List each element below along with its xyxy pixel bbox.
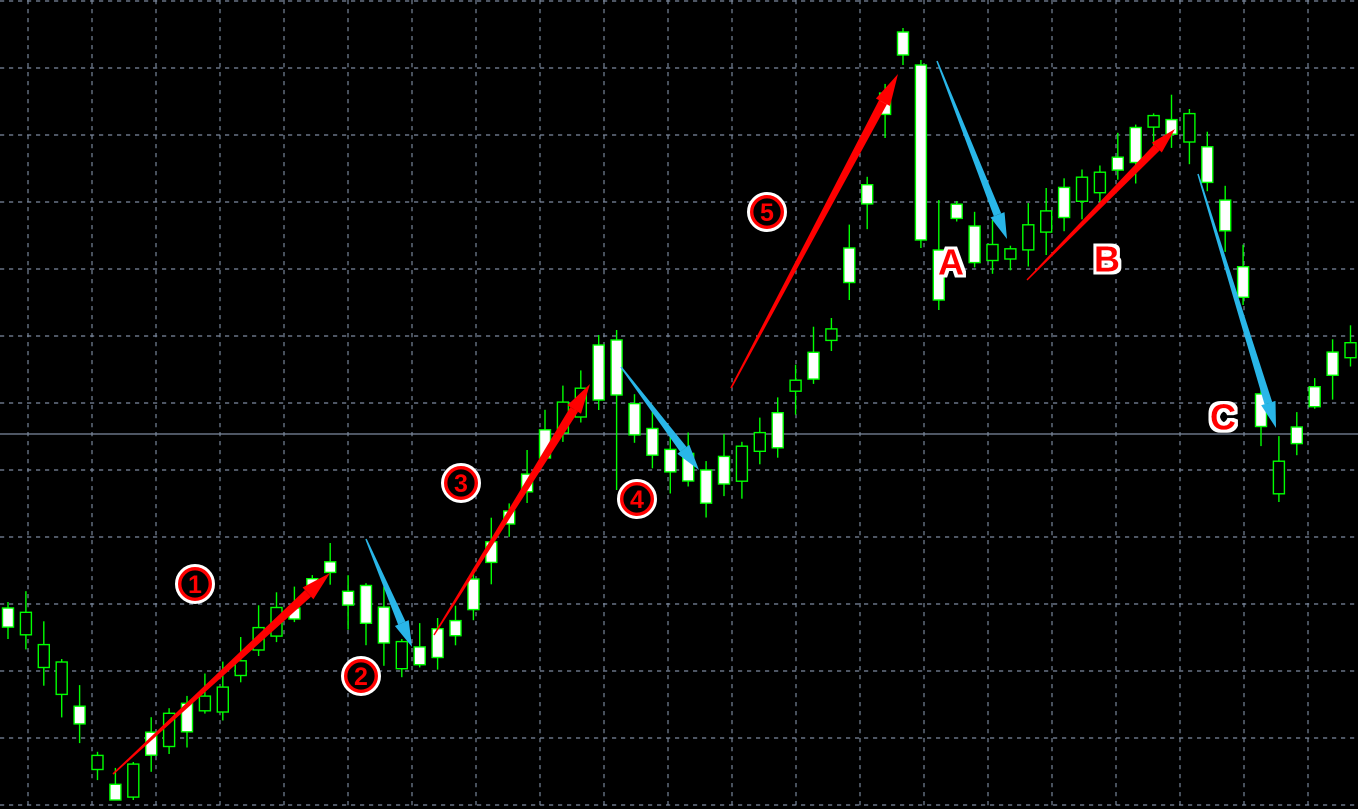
svg-text:4: 4 <box>630 486 644 514</box>
svg-text:1: 1 <box>188 571 202 599</box>
svg-text:B: B <box>1094 239 1120 280</box>
svg-text:5: 5 <box>760 199 774 227</box>
svg-text:A: A <box>938 242 964 283</box>
svg-text:C: C <box>1210 397 1236 438</box>
svg-text:3: 3 <box>454 470 468 498</box>
svg-text:2: 2 <box>354 663 368 691</box>
